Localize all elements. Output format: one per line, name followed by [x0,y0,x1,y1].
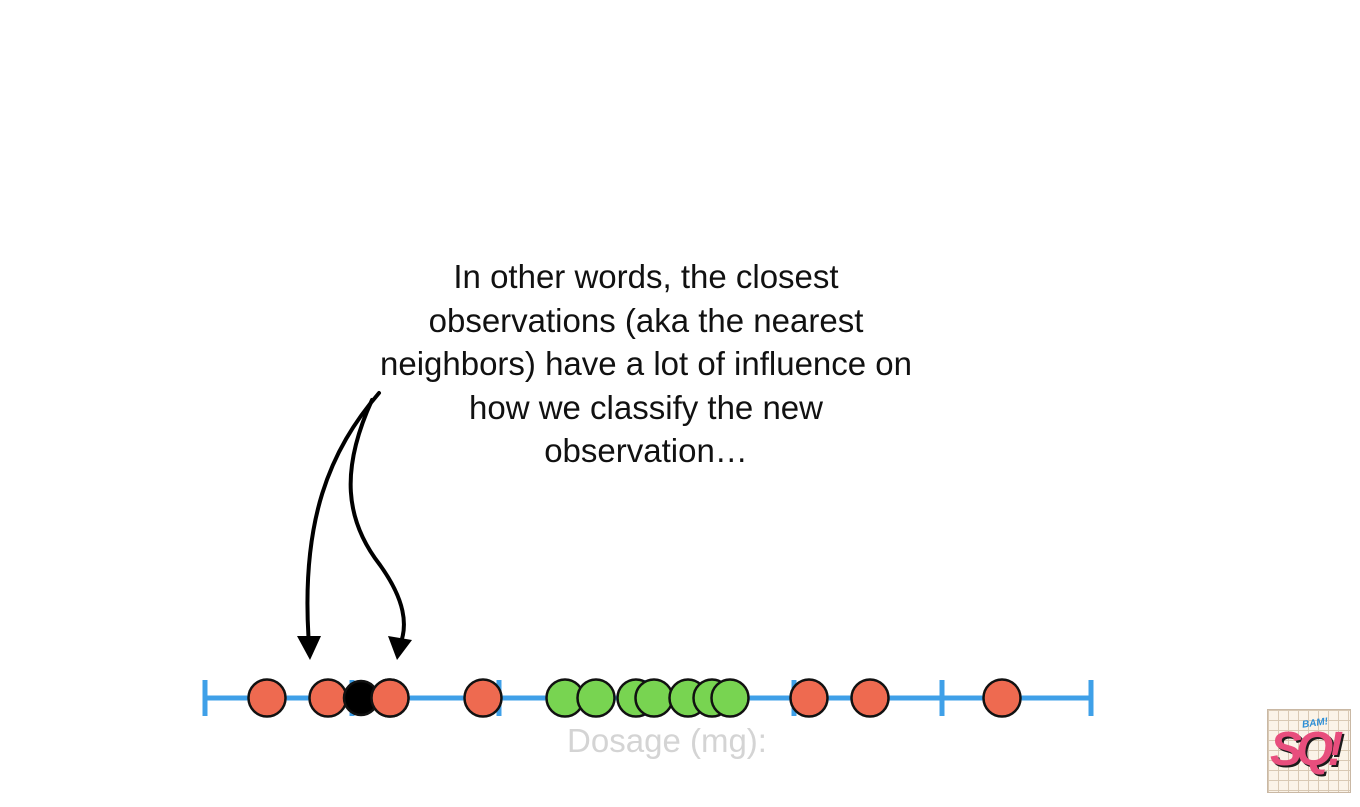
red-point [308,678,348,718]
arrowhead-icon [297,636,321,660]
axis-label: Dosage (mg): [567,722,767,759]
red-point [982,678,1022,718]
red-point [850,678,890,718]
caption-line: observation… [544,432,748,469]
arrows-group [297,391,412,660]
arrow-to-right-neighbor [348,398,406,647]
statquest-logo: BAM! SQ! [1267,709,1351,793]
caption-line: how we classify the new [469,388,823,426]
green-point [576,678,616,718]
red-point [247,678,287,718]
logo-letters: SQ! [1270,723,1343,776]
caption-line: neighbors) have a lot of influence on [379,345,913,382]
caption-line: In other words, the closest [453,258,839,295]
red-point [370,678,410,718]
points-group [247,678,1022,718]
caption-text: In other words, the closest observations… [296,255,996,473]
arrowhead-icon [388,636,412,660]
green-point [710,678,750,718]
caption-line: observations (aka the nearest [428,301,864,339]
arrow-to-left-neighbor [305,391,381,647]
red-point [463,678,503,718]
green-point [634,678,674,718]
red-point [789,678,829,718]
